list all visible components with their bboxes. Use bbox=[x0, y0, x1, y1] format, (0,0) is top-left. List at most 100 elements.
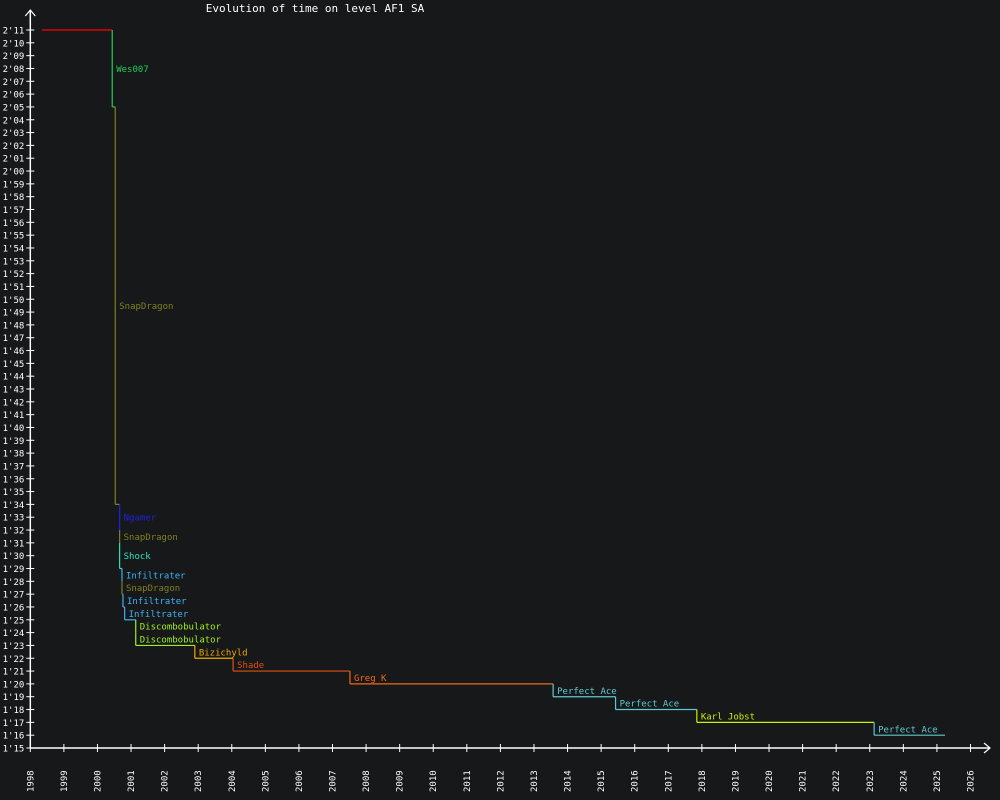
y-tick-label: 1'56 bbox=[3, 219, 25, 229]
x-tick-label: 2008 bbox=[362, 770, 372, 792]
record-holder-label: Greg K bbox=[354, 674, 387, 684]
y-tick-label: 1'46 bbox=[3, 347, 25, 357]
x-tick-label: 2025 bbox=[933, 770, 943, 792]
x-tick-label: 2023 bbox=[866, 770, 876, 792]
x-tick-label: 1998 bbox=[26, 770, 36, 792]
y-tick-label: 1'18 bbox=[3, 706, 25, 716]
x-tick-label: 2012 bbox=[496, 770, 506, 792]
y-tick-label: 1'43 bbox=[3, 386, 25, 396]
y-axis-arrow bbox=[24, 9, 36, 17]
x-axis-arrow bbox=[983, 742, 991, 754]
y-tick-label: 1'52 bbox=[3, 270, 25, 280]
x-tick-label: 2000 bbox=[93, 770, 103, 792]
y-tick-label: 2'04 bbox=[3, 116, 25, 126]
y-tick-label: 1'21 bbox=[3, 668, 25, 678]
record-holder-label: Wes007 bbox=[116, 65, 149, 75]
y-tick-label: 1'37 bbox=[3, 462, 25, 472]
y-tick-label: 1'34 bbox=[3, 501, 25, 511]
y-tick-label: 1'28 bbox=[3, 578, 25, 588]
y-tick-label: 2'02 bbox=[3, 142, 25, 152]
y-tick-label: 1'36 bbox=[3, 475, 25, 485]
y-tick-label: 1'59 bbox=[3, 180, 25, 190]
y-tick-label: 2'07 bbox=[3, 78, 25, 88]
y-tick-label: 1'57 bbox=[3, 206, 25, 216]
y-tick-label: 1'53 bbox=[3, 257, 25, 267]
y-tick-label: 1'50 bbox=[3, 296, 25, 306]
y-tick-label: 1'42 bbox=[3, 398, 25, 408]
y-tick-label: 1'54 bbox=[3, 244, 25, 254]
record-holder-label: Infiltrater bbox=[129, 610, 189, 620]
chart-title: Evolution of time on level AF1 SA bbox=[206, 2, 425, 15]
y-tick-label: 1'15 bbox=[3, 745, 25, 755]
y-tick-label: 1'19 bbox=[3, 693, 25, 703]
y-tick-label: 2'00 bbox=[3, 168, 25, 178]
record-holder-label: Bizichyld bbox=[199, 648, 248, 658]
record-series: Wes007 SnapDragon Ngamer SnapDragon Shock Inf… bbox=[42, 29, 945, 736]
record-holder-label: Karl Jobst bbox=[701, 712, 755, 722]
y-tick-label: 1'40 bbox=[3, 424, 25, 434]
x-tick-label: 2004 bbox=[228, 770, 238, 792]
y-tick-label: 1'39 bbox=[3, 437, 25, 447]
record-holder-label: SnapDragon bbox=[126, 584, 180, 594]
x-tick-label: 2021 bbox=[799, 770, 809, 792]
y-tick-label: 1'51 bbox=[3, 283, 25, 293]
y-tick-label: 1'20 bbox=[3, 680, 25, 690]
x-tick-label: 2014 bbox=[564, 770, 574, 792]
y-tick-label: 1'23 bbox=[3, 642, 25, 652]
y-tick-label: 1'55 bbox=[3, 232, 25, 242]
y-tick-label: 1'44 bbox=[3, 373, 25, 383]
y-tick-label: 1'38 bbox=[3, 450, 25, 460]
axes: 1'15 1'16 1'17 1'18 1'19 1'20 1'21 1'22 1'23 1'24… bbox=[3, 9, 991, 792]
y-tick-label: 1'24 bbox=[3, 629, 25, 639]
x-tick-label: 2022 bbox=[832, 770, 842, 792]
record-holder-label: Infiltrater bbox=[127, 597, 187, 607]
y-tick-label: 1'48 bbox=[3, 321, 25, 331]
y-tick-label: 2'06 bbox=[3, 91, 25, 101]
y-tick-label: 2'09 bbox=[3, 52, 25, 62]
record-holder-label: Infiltrater bbox=[126, 571, 186, 581]
y-tick-label: 1'35 bbox=[3, 488, 25, 498]
x-tick-label: 2016 bbox=[631, 770, 641, 792]
record-holder-label: Ngamer bbox=[124, 514, 157, 524]
x-tick-label: 2020 bbox=[765, 770, 775, 792]
y-tick-label: 1'49 bbox=[3, 309, 25, 319]
y-tick-label: 2'03 bbox=[3, 129, 25, 139]
y-tick-label: 1'17 bbox=[3, 719, 25, 729]
x-tick-label: 2005 bbox=[261, 770, 271, 792]
record-holder-label: Perfect Ace bbox=[557, 687, 617, 697]
x-tick-label: 2011 bbox=[463, 770, 473, 792]
record-holder-label: Perfect Ace bbox=[878, 725, 938, 735]
y-tick-label: 1'58 bbox=[3, 193, 25, 203]
x-tick-label: 2018 bbox=[698, 770, 708, 792]
y-tick-label: 1'27 bbox=[3, 591, 25, 601]
x-tick-label: 2007 bbox=[329, 770, 339, 792]
y-tick-label: 1'25 bbox=[3, 616, 25, 626]
x-tick-label: 2006 bbox=[295, 770, 305, 792]
x-tick-label: 2003 bbox=[194, 770, 204, 792]
y-tick-label: 1'33 bbox=[3, 514, 25, 524]
y-tick-label: 2'08 bbox=[3, 65, 25, 75]
y-tick-label: 1'45 bbox=[3, 360, 25, 370]
y-tick-label: 1'31 bbox=[3, 539, 25, 549]
record-holder-label: SnapDragon bbox=[124, 533, 178, 543]
x-tick-label: 2024 bbox=[899, 770, 909, 792]
x-tick-label: 2026 bbox=[967, 770, 977, 792]
x-tick-label: 2015 bbox=[597, 770, 607, 792]
y-tick-label: 2'10 bbox=[3, 39, 25, 49]
y-tick-label: 1'29 bbox=[3, 565, 25, 575]
y-tick-label: 1'30 bbox=[3, 552, 25, 562]
record-holder-label: Perfect Ace bbox=[620, 700, 680, 710]
x-tick-label: 2001 bbox=[127, 770, 137, 792]
x-tick-label: 2019 bbox=[731, 770, 741, 792]
y-tick-label: 2'01 bbox=[3, 155, 25, 165]
y-tick-label: 1'22 bbox=[3, 655, 25, 665]
x-tick-label: 1999 bbox=[60, 770, 70, 792]
y-tick-label: 1'26 bbox=[3, 603, 25, 613]
y-tick-label: 1'47 bbox=[3, 334, 25, 344]
record-holder-label: Shock bbox=[124, 552, 152, 562]
record-holder-label: Shade bbox=[237, 661, 264, 671]
x-tick-label: 2002 bbox=[161, 770, 171, 792]
x-tick-label: 2009 bbox=[396, 770, 406, 792]
x-tick-label: 2017 bbox=[664, 770, 674, 792]
